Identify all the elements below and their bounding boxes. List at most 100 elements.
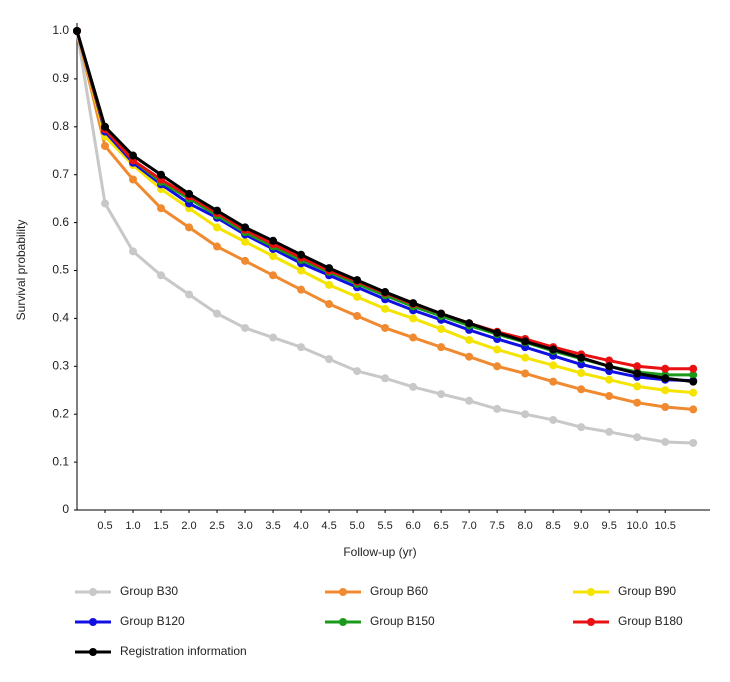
series-line xyxy=(75,30,694,371)
point xyxy=(549,361,558,370)
point xyxy=(689,438,698,447)
y-tick-label: 0.4 xyxy=(52,311,69,325)
point xyxy=(241,256,250,265)
point xyxy=(353,367,362,376)
x-tick-label: 0.5 xyxy=(97,520,112,532)
legend-marker xyxy=(339,618,347,626)
y-tick-label: 0.2 xyxy=(52,406,69,420)
x-tick-label: 5.5 xyxy=(377,520,392,532)
point xyxy=(297,343,306,352)
point xyxy=(269,236,278,245)
point xyxy=(465,352,474,361)
x-tick-label: 4.5 xyxy=(321,520,336,532)
legend-label: Group B120 xyxy=(120,614,185,628)
point xyxy=(409,314,418,323)
point xyxy=(465,335,474,344)
point xyxy=(493,345,502,354)
x-tick-label: 6.0 xyxy=(405,520,420,532)
y-tick-label: 0.5 xyxy=(52,263,69,277)
point xyxy=(269,333,278,342)
point xyxy=(157,271,166,280)
series-line xyxy=(75,30,694,377)
point xyxy=(521,369,530,378)
point xyxy=(633,433,642,442)
point xyxy=(185,223,194,232)
series-line xyxy=(75,30,694,395)
point xyxy=(353,292,362,301)
legend-marker xyxy=(587,618,595,626)
point xyxy=(129,175,138,184)
y-tick-label: 1.0 xyxy=(52,23,69,37)
point xyxy=(605,427,614,436)
point xyxy=(129,247,138,256)
point xyxy=(577,360,586,369)
point xyxy=(297,266,306,275)
x-tick-label: 7.5 xyxy=(489,520,504,532)
point xyxy=(577,369,586,378)
point xyxy=(633,382,642,391)
legend-marker xyxy=(89,618,97,626)
point xyxy=(185,290,194,299)
point xyxy=(577,385,586,394)
point xyxy=(605,391,614,400)
point xyxy=(521,410,530,419)
point xyxy=(577,353,586,362)
point xyxy=(241,223,250,232)
y-tick-label: 0.6 xyxy=(52,215,69,229)
x-tick-label: 3.5 xyxy=(265,520,280,532)
legend-label: Group B30 xyxy=(120,584,178,598)
point xyxy=(325,300,334,309)
point xyxy=(73,27,81,35)
legend-label: Registration information xyxy=(120,644,247,658)
point xyxy=(549,415,558,424)
legend-marker xyxy=(339,588,347,596)
point xyxy=(101,141,110,150)
point xyxy=(157,170,166,179)
point xyxy=(381,304,390,313)
point xyxy=(213,206,222,215)
point xyxy=(465,396,474,405)
point xyxy=(661,437,670,446)
x-tick-label: 2.0 xyxy=(181,520,196,532)
x-tick-label: 1.5 xyxy=(153,520,168,532)
x-tick-label: 4.0 xyxy=(293,520,308,532)
series-line xyxy=(75,30,694,411)
point xyxy=(409,333,418,342)
y-tick-label: 0.7 xyxy=(52,167,69,181)
point xyxy=(381,323,390,332)
point xyxy=(353,276,362,285)
y-tick-label: 0.3 xyxy=(52,358,69,372)
point xyxy=(493,404,502,413)
x-tick-label: 9.5 xyxy=(602,520,617,532)
point xyxy=(241,237,250,246)
point xyxy=(605,362,614,371)
point xyxy=(577,423,586,432)
x-tick-label: 8.0 xyxy=(517,520,532,532)
y-axis-title: Survival probability xyxy=(14,220,28,321)
point xyxy=(661,403,670,412)
point xyxy=(325,264,334,273)
y-tick-label: 0.1 xyxy=(52,454,69,468)
legend-label: Group B150 xyxy=(370,614,435,628)
point xyxy=(437,309,446,318)
point xyxy=(689,370,698,379)
y-tick-label: 0.9 xyxy=(52,71,69,85)
x-tick-label: 3.0 xyxy=(237,520,252,532)
point xyxy=(297,285,306,294)
point xyxy=(297,250,306,259)
point xyxy=(633,362,642,371)
x-tick-label: 9.0 xyxy=(574,520,589,532)
y-tick-label: 0 xyxy=(62,502,69,516)
point xyxy=(101,122,110,131)
x-tick-label: 10.5 xyxy=(654,520,675,532)
point xyxy=(353,312,362,321)
point xyxy=(633,369,642,378)
point xyxy=(325,355,334,364)
x-tick-label: 10.0 xyxy=(626,520,647,532)
point xyxy=(213,242,222,251)
point xyxy=(549,345,558,354)
x-tick-label: 8.5 xyxy=(546,520,561,532)
legend-label: Group B60 xyxy=(370,584,428,598)
point xyxy=(689,377,698,386)
